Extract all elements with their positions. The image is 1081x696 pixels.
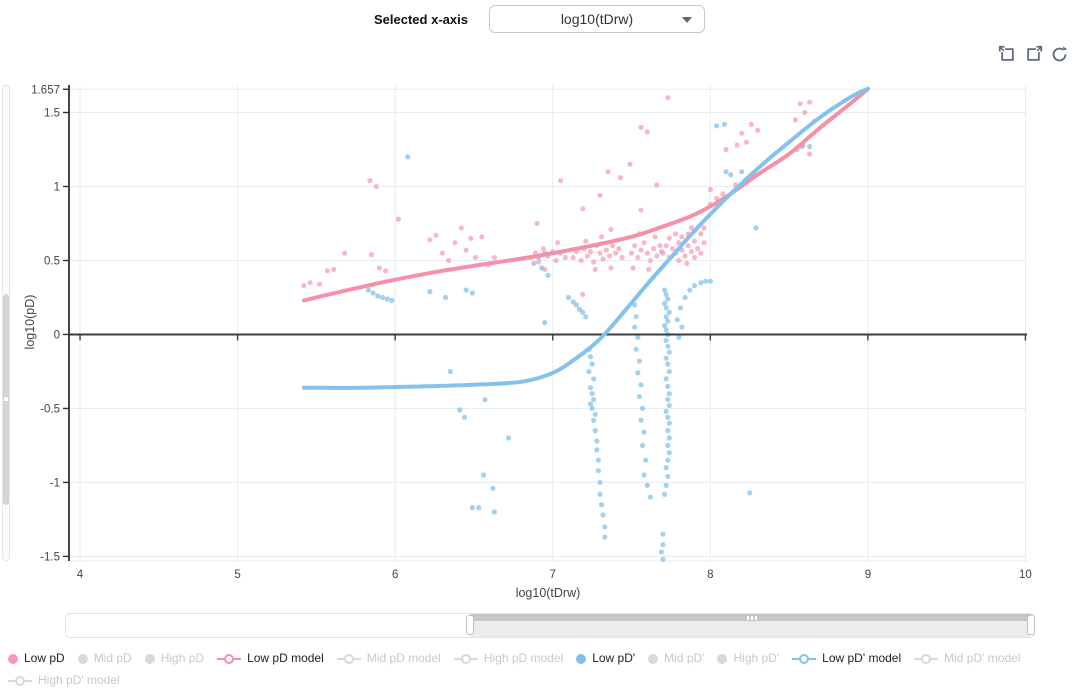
legend-item-label: Low pD' model xyxy=(822,651,902,665)
legend-marker-icon xyxy=(576,653,587,664)
y-rangeslider-selection[interactable] xyxy=(3,293,9,505)
svg-text:1: 1 xyxy=(54,182,60,194)
legend-item-low-pd-prime[interactable]: Low pD' xyxy=(576,650,635,667)
legend-item-low-pd-model[interactable]: Low pD model xyxy=(217,650,324,667)
legend-item-mid-pd-model[interactable]: Mid pD model xyxy=(336,650,441,667)
legend-item-low-pd[interactable]: Low pD xyxy=(8,650,65,667)
legend-line-icon xyxy=(217,653,242,664)
svg-text:-0.5: -0.5 xyxy=(40,403,60,415)
legend-item-low-pd-prime-model[interactable]: Low pD' model xyxy=(792,650,901,667)
svg-text:0: 0 xyxy=(54,330,60,342)
refresh-icon[interactable] xyxy=(1050,45,1069,64)
legend-marker-icon xyxy=(648,653,659,664)
svg-text:-1: -1 xyxy=(50,477,60,489)
legend-line-icon xyxy=(792,653,817,664)
legend-item-mid-pd-prime-model[interactable]: Mid pD' model xyxy=(914,650,1020,667)
legend-item-label: Low pD xyxy=(24,651,65,665)
legend-item-high-pd[interactable]: High pD xyxy=(144,650,205,667)
y-axis-title: log10(pD) xyxy=(23,295,37,350)
legend-item-label: Low pD' xyxy=(592,651,636,665)
x-axis-dropdown-value: log10(tDrw) xyxy=(560,11,634,27)
legend-item-label: High pD xyxy=(160,651,205,665)
svg-text:4: 4 xyxy=(77,569,84,581)
x-rangeslider-grip[interactable] xyxy=(746,616,757,620)
svg-text:7: 7 xyxy=(549,569,555,581)
legend-line-icon xyxy=(8,675,32,686)
legend-marker-icon xyxy=(8,653,18,664)
reset-window-icon[interactable] xyxy=(1024,45,1043,64)
legend-line-icon xyxy=(453,653,478,664)
x-axis-title: log10(tDrw) xyxy=(516,586,581,600)
legend-marker-icon xyxy=(717,653,728,664)
x-rangeslider-strip xyxy=(470,614,1032,621)
legend-item-high-pd-model[interactable]: High pD model xyxy=(453,650,564,667)
dropdown-caret-icon xyxy=(682,17,692,23)
tick-labels: 4 5 6 7 8 9 10 1.657 1.5 1 0.5 0 -0.5 -1 -1.5 xyxy=(31,84,1032,581)
x-axis-selector-label: Selected x-axis xyxy=(374,12,468,27)
legend-item-label: Mid pD' xyxy=(664,651,705,665)
y-rangeslider[interactable] xyxy=(2,85,10,561)
legend-item-high-pd-prime[interactable]: High pD' xyxy=(717,650,779,667)
y-tick-marks xyxy=(63,88,69,558)
svg-text:-1.5: -1.5 xyxy=(40,551,60,563)
legend-item-label: Mid pD' model xyxy=(944,651,1021,665)
zoom-window-icon[interactable] xyxy=(998,45,1017,64)
modebar xyxy=(998,45,1069,64)
legend-item-label: High pD' xyxy=(733,651,780,665)
x-rangeslider-selection[interactable] xyxy=(470,614,1032,637)
legend-item-mid-pd[interactable]: Mid pD xyxy=(77,650,132,667)
low-pd-model-curve xyxy=(301,86,870,303)
gridlines xyxy=(69,85,1027,562)
x-rangeslider-right-handle[interactable] xyxy=(1027,615,1036,635)
svg-text:8: 8 xyxy=(707,569,713,581)
legend-marker-icon xyxy=(77,653,88,664)
legend-item-label: Mid pD model xyxy=(366,651,441,665)
low-pd-points xyxy=(301,95,817,298)
svg-text:10: 10 xyxy=(1019,569,1032,581)
legend-item-high-pd-prime-model[interactable]: High pD' model xyxy=(8,672,120,689)
y-rangeslider-grip[interactable] xyxy=(4,397,8,402)
legend-item-mid-pd-prime[interactable]: Mid pD' xyxy=(648,650,704,667)
svg-text:1.5: 1.5 xyxy=(44,108,60,120)
svg-text:0.5: 0.5 xyxy=(44,256,60,268)
legend-line-icon xyxy=(336,653,361,664)
x-tick-marks xyxy=(79,334,1027,341)
low-pd-prime-points xyxy=(365,121,813,563)
svg-text:1.657: 1.657 xyxy=(31,84,60,96)
svg-text:5: 5 xyxy=(234,569,240,581)
x-rangeslider[interactable] xyxy=(65,613,1036,638)
x-axis-dropdown[interactable]: log10(tDrw) xyxy=(489,5,705,33)
x-rangeslider-left-handle[interactable] xyxy=(466,615,475,635)
legend: Low pD Mid pD High pD Low pD model Mid pD mo… xyxy=(8,650,1074,689)
svg-text:6: 6 xyxy=(392,569,398,581)
svg-text:9: 9 xyxy=(865,569,871,581)
legend-item-label: Low pD model xyxy=(247,651,324,665)
legend-item-label: High pD' model xyxy=(38,673,120,687)
legend-item-label: High pD model xyxy=(483,651,564,665)
low-pd-prime-model-curve xyxy=(301,86,870,390)
legend-item-label: Mid pD xyxy=(93,651,132,665)
legend-marker-icon xyxy=(144,653,155,664)
legend-line-icon xyxy=(914,653,939,664)
